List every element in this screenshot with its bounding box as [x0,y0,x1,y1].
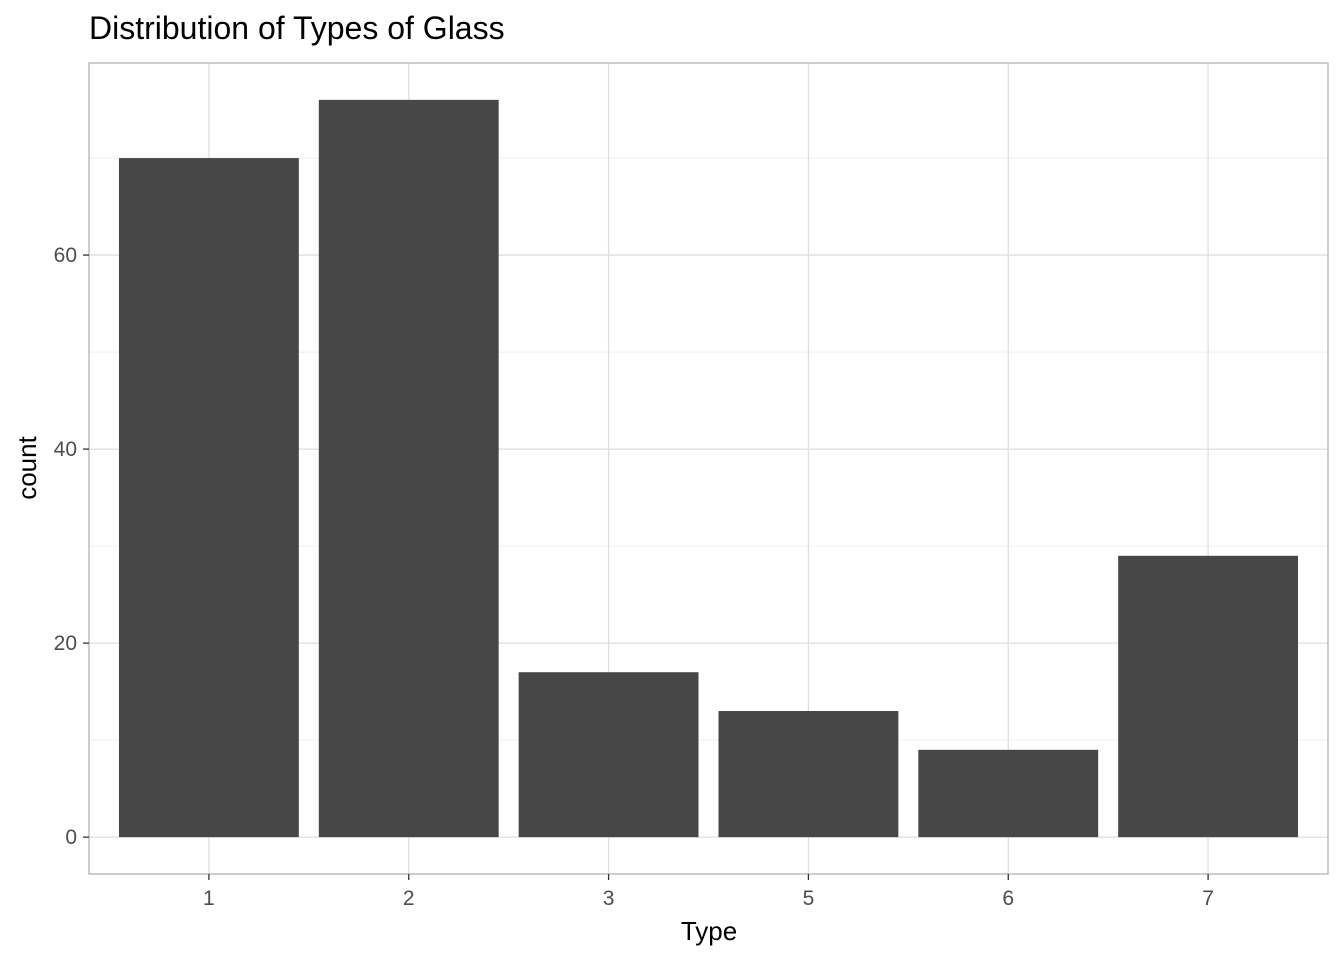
bar-type-5 [718,711,899,838]
y-tick-label: 40 [54,438,77,461]
x-tick-label: 1 [203,887,215,910]
bar-type-3 [518,672,699,838]
y-axis-ticks: 0 20 40 60 [54,244,89,849]
bar-type-6 [918,749,1099,838]
x-tick-label: 5 [803,887,815,910]
bar-type-1 [118,158,299,838]
x-tick-label: 3 [603,887,615,910]
y-tick-label: 20 [54,632,77,655]
panel-border [88,62,1329,875]
x-axis-title: Type [681,916,737,946]
bar-type-2 [318,99,499,838]
chart-title: Distribution of Types of Glass [89,10,505,46]
x-tick-label: 7 [1202,887,1214,910]
x-axis-ticks: 1 2 3 5 6 7 [203,874,1214,910]
y-tick-label: 0 [65,826,77,849]
x-tick-label: 6 [1002,887,1014,910]
y-axis-title: count [12,435,42,499]
x-tick-label: 2 [403,887,415,910]
y-tick-label: 60 [54,244,77,267]
bar-type-7 [1118,555,1299,838]
bars [118,99,1299,838]
